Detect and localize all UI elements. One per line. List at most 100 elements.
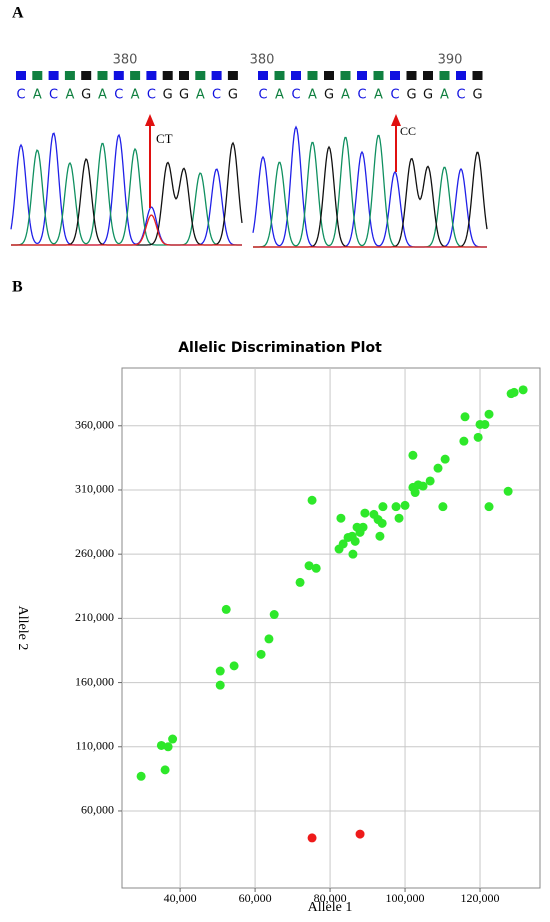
data-point bbox=[168, 734, 178, 744]
data-point bbox=[391, 502, 401, 512]
base-quality-box bbox=[97, 71, 108, 80]
data-point bbox=[480, 419, 490, 429]
y-tick-label: 110,000 bbox=[75, 739, 114, 753]
base-quality-box bbox=[456, 71, 466, 80]
base-letter: G bbox=[228, 88, 238, 103]
base-letter: G bbox=[406, 88, 416, 103]
data-point bbox=[355, 829, 365, 839]
y-tick-label: 310,000 bbox=[75, 482, 114, 496]
base-letter: A bbox=[374, 88, 383, 103]
base-letter: C bbox=[390, 88, 399, 103]
data-point bbox=[433, 463, 443, 473]
data-point bbox=[418, 481, 428, 491]
data-point bbox=[264, 634, 274, 644]
data-point bbox=[348, 549, 358, 559]
data-point bbox=[215, 680, 225, 690]
x-tick-label: 40,000 bbox=[164, 891, 197, 905]
data-point bbox=[400, 500, 410, 510]
base-letter: C bbox=[114, 88, 123, 103]
data-point bbox=[269, 610, 279, 620]
base-quality-box bbox=[32, 71, 43, 80]
data-point bbox=[136, 771, 146, 781]
data-point bbox=[375, 531, 385, 541]
base-quality-box bbox=[340, 71, 351, 80]
panel-label: B bbox=[12, 279, 23, 296]
base-letter: A bbox=[275, 88, 284, 103]
base-quality-box bbox=[406, 71, 417, 80]
data-point bbox=[156, 740, 166, 750]
x-tick-label: 80,000 bbox=[314, 891, 347, 905]
base-quality-box bbox=[307, 71, 318, 80]
genotype-call: CT bbox=[156, 131, 173, 146]
x-tick-label: 100,000 bbox=[386, 891, 425, 905]
base-quality-box bbox=[130, 71, 141, 80]
data-point bbox=[295, 577, 305, 587]
base-letter: G bbox=[472, 88, 482, 103]
base-quality-box bbox=[162, 71, 173, 80]
panel-label: A bbox=[12, 5, 24, 22]
data-point bbox=[518, 385, 528, 395]
data-point bbox=[459, 436, 469, 446]
data-point bbox=[438, 502, 448, 512]
chart-title: Allelic Discrimination Plot bbox=[178, 340, 382, 356]
base-quality-box bbox=[423, 71, 433, 80]
base-letter: C bbox=[147, 88, 156, 103]
base-quality-box bbox=[227, 71, 238, 80]
base-letter: A bbox=[131, 88, 140, 103]
position-label: 380 bbox=[113, 53, 138, 68]
y-tick-label: 360,000 bbox=[75, 418, 114, 432]
base-letter: A bbox=[308, 88, 317, 103]
base-quality-box bbox=[195, 71, 206, 80]
base-letter: G bbox=[81, 88, 91, 103]
data-point bbox=[408, 450, 418, 460]
base-quality-box bbox=[390, 71, 400, 80]
data-point bbox=[221, 604, 231, 614]
data-point bbox=[307, 495, 317, 505]
base-letter: A bbox=[33, 88, 42, 103]
data-point bbox=[509, 387, 519, 397]
base-letter: C bbox=[49, 88, 58, 103]
x-axis-label: Allele 1 bbox=[308, 900, 353, 915]
base-letter: A bbox=[196, 88, 205, 103]
arrow-head bbox=[391, 114, 401, 126]
trace bbox=[10, 132, 242, 246]
position-label: 390 bbox=[438, 53, 463, 68]
base-quality-box bbox=[48, 71, 59, 80]
y-axis-label: Allele 2 bbox=[15, 606, 30, 651]
base-letter: C bbox=[456, 88, 465, 103]
base-quality-box bbox=[179, 71, 189, 80]
y-tick-label: 160,000 bbox=[75, 674, 114, 688]
data-point bbox=[503, 486, 513, 496]
base-quality-box bbox=[291, 71, 301, 80]
base-letter: A bbox=[65, 88, 74, 103]
base-letter: C bbox=[357, 88, 366, 103]
base-quality-box bbox=[258, 71, 268, 80]
data-point bbox=[394, 513, 404, 523]
plot-frame bbox=[121, 367, 541, 889]
data-point bbox=[377, 518, 387, 528]
data-point bbox=[160, 765, 170, 775]
data-point bbox=[336, 513, 346, 523]
trace bbox=[11, 142, 242, 246]
base-letter: C bbox=[291, 88, 300, 103]
data-point bbox=[460, 412, 470, 422]
base-quality-box bbox=[64, 71, 75, 80]
base-quality-box bbox=[472, 71, 483, 80]
base-quality-box bbox=[146, 71, 157, 80]
y-tick-label: 210,000 bbox=[75, 610, 114, 624]
base-quality-box bbox=[324, 71, 334, 80]
data-point bbox=[338, 539, 348, 549]
y-tick-label: 260,000 bbox=[75, 546, 114, 560]
base-quality-box bbox=[439, 71, 450, 80]
genotype-call: CC bbox=[400, 124, 416, 138]
data-point bbox=[484, 502, 494, 512]
data-point bbox=[358, 522, 368, 532]
y-tick-label: 60,000 bbox=[81, 803, 114, 817]
base-letter: C bbox=[212, 88, 221, 103]
data-point bbox=[410, 488, 420, 498]
data-point bbox=[350, 536, 360, 546]
data-point bbox=[425, 476, 435, 486]
base-letter: A bbox=[98, 88, 107, 103]
